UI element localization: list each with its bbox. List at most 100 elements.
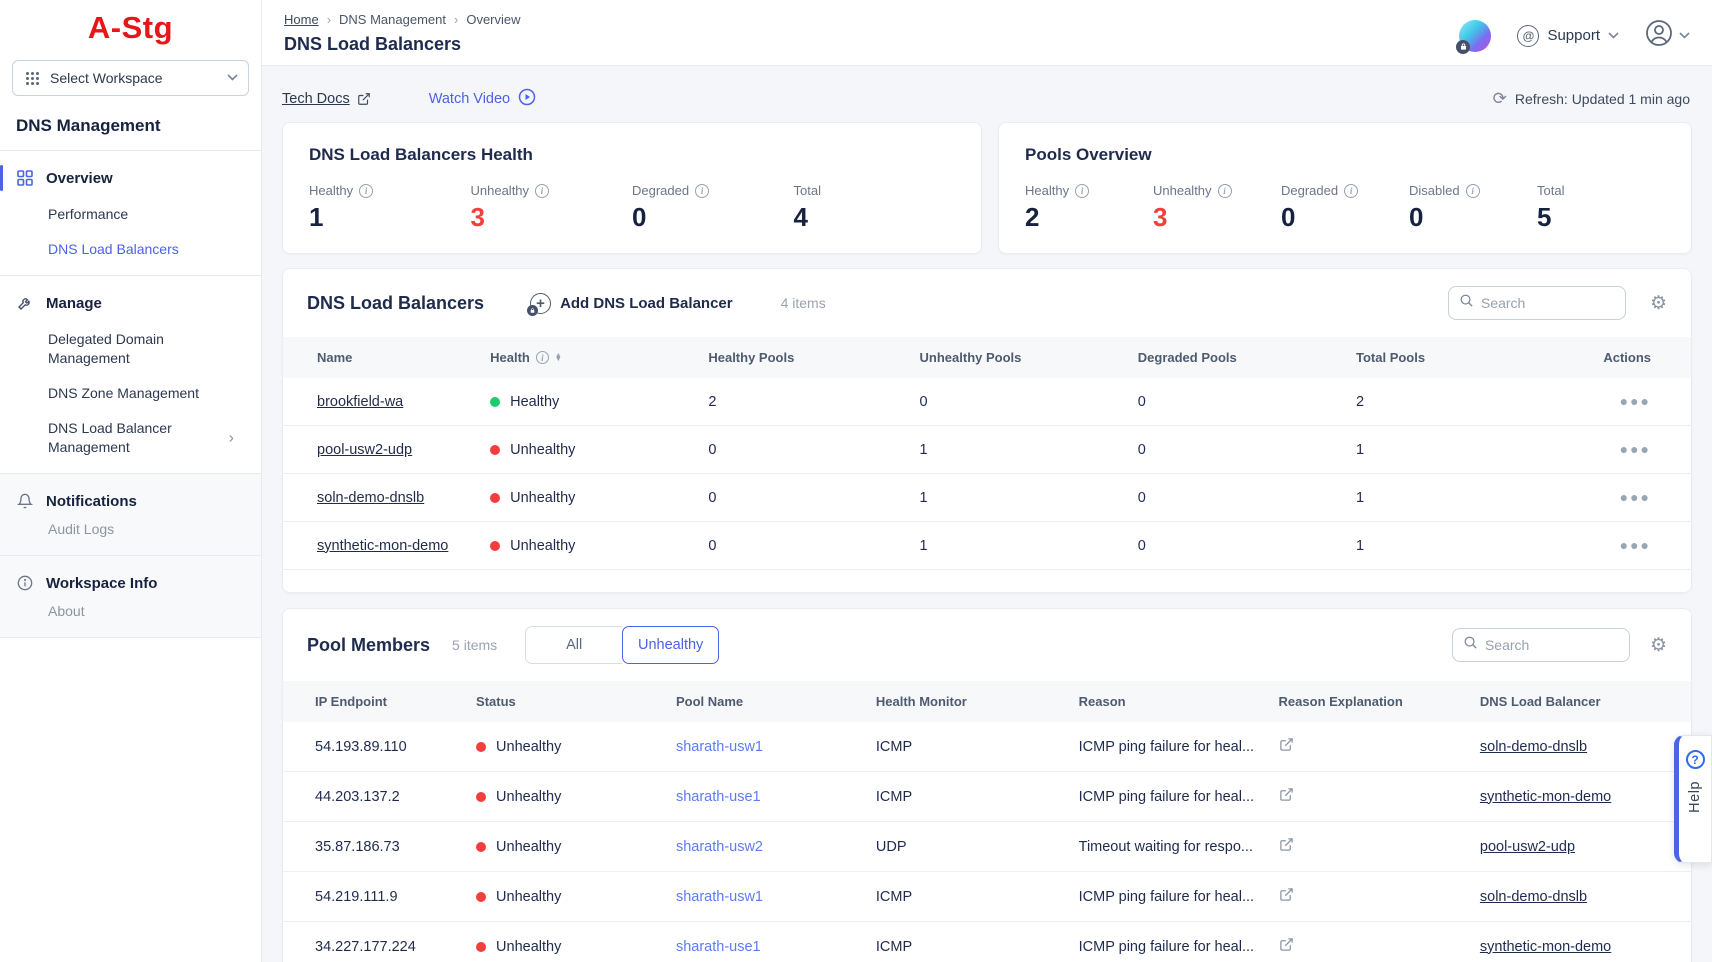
tab-unhealthy[interactable]: Unhealthy (622, 626, 720, 664)
stat-label: Unhealthy (1153, 183, 1212, 198)
sidebar-item-delegated-domain-management[interactable]: Delegated Domain Management (48, 331, 164, 366)
sidebar-item-label: DNS Load Balancer Management (48, 420, 172, 455)
dlb-name-link[interactable]: soln-demo-dnslb (317, 489, 425, 506)
reason-explanation-external-link-icon[interactable] (1279, 887, 1294, 902)
dlb-name-link[interactable]: pool-usw2-udp (317, 441, 413, 458)
col-healthy-pools: Healthy Pools (698, 337, 910, 378)
sidebar-item-dns-load-balancer-management[interactable]: DNS Load Balancer Management › (0, 411, 250, 465)
info-icon[interactable]: i (535, 183, 550, 198)
sidebar-item-audit-logs[interactable]: Audit Logs (48, 521, 115, 537)
sort-icon[interactable]: ▲ ▼ (554, 351, 562, 363)
nav-group-overview: Overview Performance DNS Load Balancers (0, 151, 261, 275)
unhealthy-dot-icon (490, 492, 501, 503)
breadcrumb-home[interactable]: Home (284, 12, 319, 27)
sidebar-item-dns-load-balancers[interactable]: DNS Load Balancers (48, 241, 179, 257)
reason-explanation-external-link-icon[interactable] (1279, 937, 1294, 952)
workspace-selector[interactable]: Select Workspace (12, 60, 249, 96)
section-title: DNS Load Balancers (307, 292, 485, 313)
workspace-avatar[interactable] (1456, 19, 1492, 54)
dlb-search (1447, 286, 1626, 320)
gear-icon[interactable]: ⚙ (1649, 292, 1667, 314)
col-reason-explanation: Reason Explanation (1268, 681, 1470, 722)
support-at-icon: @ (1517, 24, 1540, 47)
pool-name-link[interactable]: sharath-usw1 (675, 738, 763, 755)
dns-load-balancer-link[interactable]: soln-demo-dnslb (1479, 738, 1588, 755)
sidebar-item-dns-zone-management[interactable]: DNS Zone Management (48, 385, 199, 401)
chevron-down-icon (1679, 30, 1690, 42)
dlb-name-link[interactable]: brookfield-wa (317, 393, 404, 410)
reason-explanation-external-link-icon[interactable] (1279, 787, 1294, 802)
account-menu[interactable] (1645, 19, 1690, 52)
chevron-right-icon: › (228, 429, 234, 447)
healthy-dot-icon (490, 396, 501, 407)
info-icon[interactable]: i (535, 351, 549, 364)
sidebar-item-notifications[interactable]: Notifications (0, 482, 261, 520)
unhealthy-pools-value: 0 (909, 378, 1128, 426)
col-health-label: Health (490, 350, 530, 365)
info-icon[interactable]: i (1344, 183, 1359, 198)
help-widget[interactable]: ? Help (1674, 735, 1712, 863)
col-health-monitor: Health Monitor (865, 681, 1069, 722)
pool-name-link[interactable]: sharath-usw1 (675, 888, 763, 905)
reason-text: ICMP ping failure for heal... (1078, 788, 1255, 805)
stat-label: Healthy (309, 183, 354, 198)
reason-text: ICMP ping failure for heal... (1078, 738, 1255, 755)
health-monitor: ICMP (865, 722, 1069, 772)
info-icon[interactable]: i (1217, 183, 1232, 198)
healthy-pools-value: 0 (698, 473, 910, 522)
pool-name-link[interactable]: sharath-use1 (675, 938, 761, 955)
sidebar-item-performance[interactable]: Performance (48, 206, 129, 222)
ip-endpoint: 54.219.111.9 (283, 871, 467, 922)
dns-load-balancer-link[interactable]: synthetic-mon-demo (1479, 788, 1612, 805)
dlb-name-link[interactable]: synthetic-mon-demo (317, 537, 449, 554)
dns-load-balancer-link[interactable]: synthetic-mon-demo (1479, 938, 1612, 955)
row-actions-menu[interactable]: ●●● (1619, 393, 1651, 409)
question-mark-icon: ? (1685, 750, 1705, 769)
info-icon[interactable]: i (1075, 183, 1090, 198)
sidebar-item-manage[interactable]: Manage (0, 284, 261, 322)
row-actions-menu[interactable]: ●●● (1619, 489, 1651, 505)
stats-row: Healthy i 2 Unhealthy i 3 Degraded i 0 Di (1025, 183, 1665, 233)
search-input[interactable] (1484, 637, 1619, 653)
reason-explanation-external-link-icon[interactable] (1279, 737, 1294, 752)
table-header-row: Name Health i ▲ ▼ Healthy Pools Unhealthy… (283, 337, 1691, 378)
support-menu[interactable]: @ Support (1517, 24, 1619, 47)
watch-video-label: Watch Video (428, 91, 511, 107)
pool-name-link[interactable]: sharath-usw2 (675, 838, 763, 855)
sidebar-item-workspace-info[interactable]: Workspace Info (0, 564, 261, 602)
refresh-status[interactable]: ⟳ Refresh: Updated 1 min ago (1493, 89, 1690, 109)
table-row: 54.219.111.9 Unhealthy sharath-usw1 ICMP… (283, 871, 1691, 922)
info-icon[interactable]: i (359, 183, 374, 198)
gear-icon[interactable]: ⚙ (1649, 634, 1667, 656)
dns-load-balancer-link[interactable]: soln-demo-dnslb (1479, 888, 1588, 905)
col-pool-name: Pool Name (665, 681, 866, 722)
dns-load-balancer-link[interactable]: pool-usw2-udp (1479, 838, 1576, 855)
stat-value: 2 (1025, 202, 1040, 232)
reason-text: ICMP ping failure for heal... (1078, 938, 1255, 955)
add-dns-load-balancer-button[interactable]: + Add DNS Load Balancer (527, 292, 733, 316)
info-icon[interactable]: i (695, 183, 710, 198)
divider (0, 275, 261, 276)
unhealthy-dot-icon (490, 540, 501, 551)
breadcrumb-separator-icon: › (453, 12, 459, 27)
sidebar-item-about[interactable]: About (48, 603, 85, 619)
table-row: 35.87.186.73 Unhealthy sharath-usw2 UDP … (283, 821, 1691, 872)
sidebar-item-overview[interactable]: Overview (0, 159, 261, 197)
unhealthy-dot-icon (476, 941, 487, 952)
reason-explanation-external-link-icon[interactable] (1279, 837, 1294, 852)
topbar-actions: @ Support (1456, 12, 1690, 55)
watch-video-link[interactable]: Watch Video (429, 88, 536, 110)
pool-name-link[interactable]: sharath-use1 (675, 788, 761, 805)
stat-label: Total (793, 183, 821, 198)
col-health[interactable]: Health i ▲ ▼ (480, 337, 699, 378)
info-icon[interactable]: i (1465, 183, 1480, 198)
unhealthy-pools-value: 1 (909, 473, 1128, 522)
page-title: DNS Load Balancers (284, 34, 462, 54)
tech-docs-link[interactable]: Tech Docs (282, 91, 371, 107)
tab-all[interactable]: All (525, 626, 623, 664)
row-actions-menu[interactable]: ●●● (1619, 441, 1651, 457)
pool-members-header: Pool Members 5 items All Unhealthy ⚙ (283, 609, 1691, 681)
row-actions-menu[interactable]: ●●● (1619, 537, 1651, 553)
col-dns-load-balancer: DNS Load Balancer (1469, 681, 1691, 722)
search-input[interactable] (1480, 295, 1615, 311)
